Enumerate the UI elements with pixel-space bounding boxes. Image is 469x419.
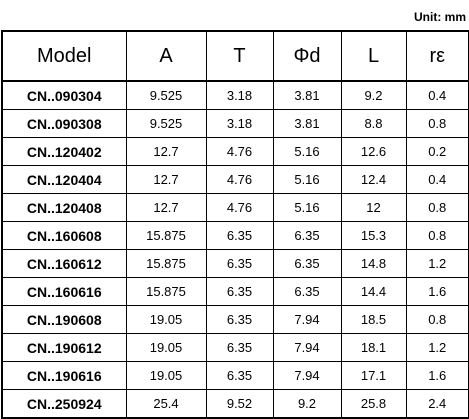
value-cell: 14.8 bbox=[340, 249, 407, 278]
value-cell: 19.05 bbox=[125, 361, 207, 390]
value-cell: 1.2 bbox=[405, 249, 469, 278]
value-cell: 4.76 bbox=[205, 165, 274, 194]
value-cell: 7.94 bbox=[272, 333, 342, 362]
header-cell: rε bbox=[405, 30, 469, 82]
value-cell: 9.2 bbox=[272, 389, 342, 419]
table-row: CN..090304 9.525 3.18 3.81 9.2 0.4 bbox=[1, 80, 469, 110]
value-cell: 15.875 bbox=[125, 277, 207, 306]
value-cell: 18.1 bbox=[340, 333, 407, 362]
value-cell: 0.8 bbox=[405, 193, 469, 222]
value-cell: 3.18 bbox=[205, 109, 274, 138]
value-cell: 6.35 bbox=[205, 333, 274, 362]
value-cell: 0.8 bbox=[405, 109, 469, 138]
header-cell: A bbox=[125, 30, 207, 82]
value-cell: 9.52 bbox=[205, 389, 274, 419]
value-cell: 4.76 bbox=[205, 137, 274, 166]
header-cell: Model bbox=[1, 30, 127, 82]
table-row: CN..120408 12.7 4.76 5.16 12 0.8 bbox=[1, 193, 469, 222]
table-row: CN..160612 15.875 6.35 6.35 14.8 1.2 bbox=[1, 249, 469, 278]
value-cell: 0.4 bbox=[405, 165, 469, 194]
value-cell: 9.525 bbox=[125, 109, 207, 138]
value-cell: 12.4 bbox=[340, 165, 407, 194]
value-cell: 18.5 bbox=[340, 305, 407, 334]
table-row: CN..120402 12.7 4.76 5.16 12.6 0.2 bbox=[1, 137, 469, 166]
value-cell: 15.875 bbox=[125, 221, 207, 250]
table-row: CN..160608 15.875 6.35 6.35 15.3 0.8 bbox=[1, 221, 469, 250]
value-cell: 9.525 bbox=[125, 80, 207, 110]
model-cell: CN..090308 bbox=[1, 109, 127, 138]
value-cell: 12.7 bbox=[125, 137, 207, 166]
value-cell: 2.4 bbox=[405, 389, 469, 419]
value-cell: 12.7 bbox=[125, 165, 207, 194]
model-cell: CN..190612 bbox=[1, 333, 127, 362]
model-cell: CN..120402 bbox=[1, 137, 127, 166]
value-cell: 6.35 bbox=[272, 249, 342, 278]
value-cell: 0.8 bbox=[405, 305, 469, 334]
value-cell: 7.94 bbox=[272, 305, 342, 334]
value-cell: 6.35 bbox=[205, 277, 274, 306]
model-cell: CN..120404 bbox=[1, 165, 127, 194]
value-cell: 12.6 bbox=[340, 137, 407, 166]
value-cell: 6.35 bbox=[205, 361, 274, 390]
value-cell: 25.8 bbox=[340, 389, 407, 419]
model-cell: CN..190608 bbox=[1, 305, 127, 334]
model-cell: CN..250924 bbox=[1, 389, 127, 419]
model-cell: CN..190616 bbox=[1, 361, 127, 390]
value-cell: 6.35 bbox=[205, 249, 274, 278]
table-row: CN..090308 9.525 3.18 3.81 8.8 0.8 bbox=[1, 109, 469, 138]
table-body: CN..090304 9.525 3.18 3.81 9.2 0.4 CN..090308 9… bbox=[1, 80, 469, 419]
value-cell: 19.05 bbox=[125, 305, 207, 334]
value-cell: 3.81 bbox=[272, 109, 342, 138]
table-row: CN..250924 25.4 9.52 9.2 25.8 2.4 bbox=[1, 389, 469, 419]
value-cell: 15.3 bbox=[340, 221, 407, 250]
value-cell: 6.35 bbox=[205, 221, 274, 250]
model-cell: CN..120408 bbox=[1, 193, 127, 222]
model-cell: CN..160616 bbox=[1, 277, 127, 306]
header-cell: T bbox=[205, 30, 274, 82]
value-cell: 14.4 bbox=[340, 277, 407, 306]
value-cell: 5.16 bbox=[272, 165, 342, 194]
value-cell: 1.2 bbox=[405, 333, 469, 362]
value-cell: 3.81 bbox=[272, 80, 342, 110]
value-cell: 9.2 bbox=[340, 80, 407, 110]
value-cell: 6.35 bbox=[272, 277, 342, 306]
header-cell: Φd bbox=[272, 30, 342, 82]
value-cell: 25.4 bbox=[125, 389, 207, 419]
value-cell: 15.875 bbox=[125, 249, 207, 278]
value-cell: 6.35 bbox=[205, 305, 274, 334]
value-cell: 7.94 bbox=[272, 361, 342, 390]
value-cell: 3.18 bbox=[205, 80, 274, 110]
table-row: CN..190616 19.05 6.35 7.94 17.1 1.6 bbox=[1, 361, 469, 390]
model-cell: CN..160612 bbox=[1, 249, 127, 278]
value-cell: 5.16 bbox=[272, 193, 342, 222]
value-cell: 12.7 bbox=[125, 193, 207, 222]
model-cell: CN..160608 bbox=[1, 221, 127, 250]
table-row: CN..120404 12.7 4.76 5.16 12.4 0.4 bbox=[1, 165, 469, 194]
value-cell: 0.2 bbox=[405, 137, 469, 166]
value-cell: 8.8 bbox=[340, 109, 407, 138]
value-cell: 12 bbox=[340, 193, 407, 222]
header-cell: L bbox=[340, 30, 407, 82]
table-row: CN..190612 19.05 6.35 7.94 18.1 1.2 bbox=[1, 333, 469, 362]
value-cell: 1.6 bbox=[405, 361, 469, 390]
table-row: CN..160616 15.875 6.35 6.35 14.4 1.6 bbox=[1, 277, 469, 306]
value-cell: 1.6 bbox=[405, 277, 469, 306]
value-cell: 6.35 bbox=[272, 221, 342, 250]
value-cell: 0.8 bbox=[405, 221, 469, 250]
unit-label: Unit: mm bbox=[414, 10, 466, 24]
value-cell: 19.05 bbox=[125, 333, 207, 362]
model-cell: CN..090304 bbox=[1, 80, 127, 110]
value-cell: 0.4 bbox=[405, 80, 469, 110]
value-cell: 5.16 bbox=[272, 137, 342, 166]
value-cell: 4.76 bbox=[205, 193, 274, 222]
table-row: CN..190608 19.05 6.35 7.94 18.5 0.8 bbox=[1, 305, 469, 334]
value-cell: 17.1 bbox=[340, 361, 407, 390]
